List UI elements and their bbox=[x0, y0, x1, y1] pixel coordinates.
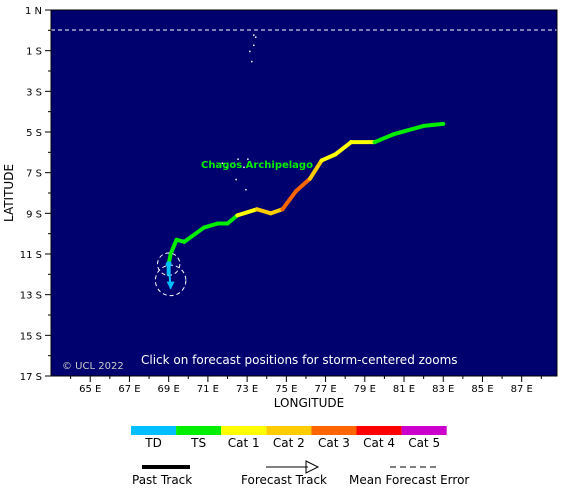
x-axis-ticks: 65 E 67 E 69 E 71 E 73 E 75 E 77 E 79 E 81 E 83 E… bbox=[70, 376, 542, 395]
forecast-track-legend-label: Forecast Track bbox=[241, 473, 327, 487]
past-track-segment bbox=[182, 225, 206, 244]
forecast-position-marker[interactable] bbox=[165, 261, 172, 268]
category-legend: TD TS Cat 1 Cat 2 Cat 3 Cat 4 Cat 5 bbox=[131, 426, 447, 450]
past-track-segment bbox=[319, 152, 338, 163]
island-dot bbox=[225, 166, 228, 169]
past-track-segment bbox=[235, 207, 259, 218]
legend-swatch bbox=[356, 426, 402, 435]
past-track-segment bbox=[421, 121, 446, 128]
x-tick-label: 69 E bbox=[158, 384, 180, 395]
x-tick-label: 83 E bbox=[432, 384, 454, 395]
arrow-right-icon bbox=[305, 460, 320, 474]
island-dot bbox=[237, 158, 239, 160]
island-dot bbox=[249, 50, 251, 53]
island-dot bbox=[245, 188, 247, 191]
y-tick-label: 1 S bbox=[26, 47, 42, 58]
island-dot bbox=[247, 158, 249, 160]
legend-swatch bbox=[401, 426, 447, 435]
y-tick-label: 7 S bbox=[26, 169, 42, 180]
x-tick-label: 77 E bbox=[314, 384, 336, 395]
island-dot bbox=[243, 166, 245, 169]
y-tick-label: 9 S bbox=[26, 209, 42, 220]
legend-category-label: Cat 5 bbox=[408, 436, 440, 450]
x-tick-label: 75 E bbox=[275, 384, 297, 395]
island-dot bbox=[253, 44, 255, 47]
island-dot bbox=[221, 162, 224, 164]
y-axis-ticks: 1 N 1 S 3 S 5 S 7 S 9 S 11 S 13 S 15 S 17 S bbox=[20, 6, 51, 383]
forecast-arrow-icon[interactable] bbox=[166, 281, 175, 290]
legend-swatch bbox=[176, 426, 222, 435]
x-tick-label: 65 E bbox=[79, 384, 101, 395]
past-track-segment bbox=[392, 123, 426, 137]
past-track-segment bbox=[294, 176, 312, 193]
x-tick-label: 71 E bbox=[197, 384, 219, 395]
legend-swatch bbox=[131, 426, 177, 435]
instructions-text: Click on forecast positions for storm-ce… bbox=[141, 353, 458, 367]
y-tick-label: 11 S bbox=[20, 250, 42, 261]
legend-swatch bbox=[266, 426, 312, 435]
x-axis-title: LONGITUDE bbox=[274, 396, 344, 410]
y-tick-label: 1 N bbox=[25, 6, 42, 17]
past-track-segment bbox=[307, 158, 324, 181]
past-track-segment bbox=[168, 237, 179, 256]
past-track bbox=[166, 121, 446, 277]
legend-category-label: TS bbox=[190, 436, 206, 450]
past-track-segment bbox=[268, 207, 285, 216]
y-tick-label: 5 S bbox=[26, 128, 42, 139]
legend-category-label: Cat 4 bbox=[363, 436, 395, 450]
x-tick-label: 87 E bbox=[511, 384, 533, 395]
islands bbox=[221, 34, 257, 191]
island-dot bbox=[253, 34, 255, 36]
legend-category-label: Cat 1 bbox=[228, 436, 260, 450]
forecast-track[interactable] bbox=[165, 261, 175, 290]
legend-category-label: TD bbox=[144, 436, 162, 450]
x-tick-label: 85 E bbox=[471, 384, 493, 395]
past-track-segment bbox=[225, 213, 240, 226]
y-tick-label: 13 S bbox=[20, 291, 42, 302]
y-axis-title: LATITUDE bbox=[2, 164, 16, 222]
island-dot bbox=[251, 60, 253, 63]
island-dot bbox=[254, 36, 257, 38]
y-tick-label: 3 S bbox=[26, 87, 42, 98]
x-tick-label: 73 E bbox=[236, 384, 258, 395]
island-dot bbox=[233, 162, 235, 164]
ocean-background bbox=[51, 10, 557, 376]
island-dot bbox=[235, 178, 237, 181]
past-track-segment bbox=[280, 188, 299, 212]
error-legend-label: Mean Forecast Error bbox=[349, 473, 469, 487]
legend-swatch bbox=[221, 426, 267, 435]
x-tick-label: 81 E bbox=[393, 384, 415, 395]
past-track-segment bbox=[333, 140, 354, 157]
legend-category-label: Cat 2 bbox=[273, 436, 305, 450]
y-tick-label: 15 S bbox=[20, 331, 42, 342]
copyright-text: © UCL 2022 bbox=[62, 361, 124, 372]
region-label: Chagos Archipelago bbox=[201, 160, 313, 171]
x-tick-label: 67 E bbox=[118, 384, 140, 395]
y-tick-label: 17 S bbox=[20, 372, 42, 383]
legend-category-label: Cat 3 bbox=[318, 436, 350, 450]
legend-swatch bbox=[311, 426, 357, 435]
past-track-legend-label: Past Track bbox=[132, 473, 192, 487]
past-track-segment bbox=[201, 221, 220, 230]
x-tick-label: 79 E bbox=[354, 384, 376, 395]
past-track-segment bbox=[254, 207, 273, 216]
past-track-segment bbox=[372, 132, 397, 145]
